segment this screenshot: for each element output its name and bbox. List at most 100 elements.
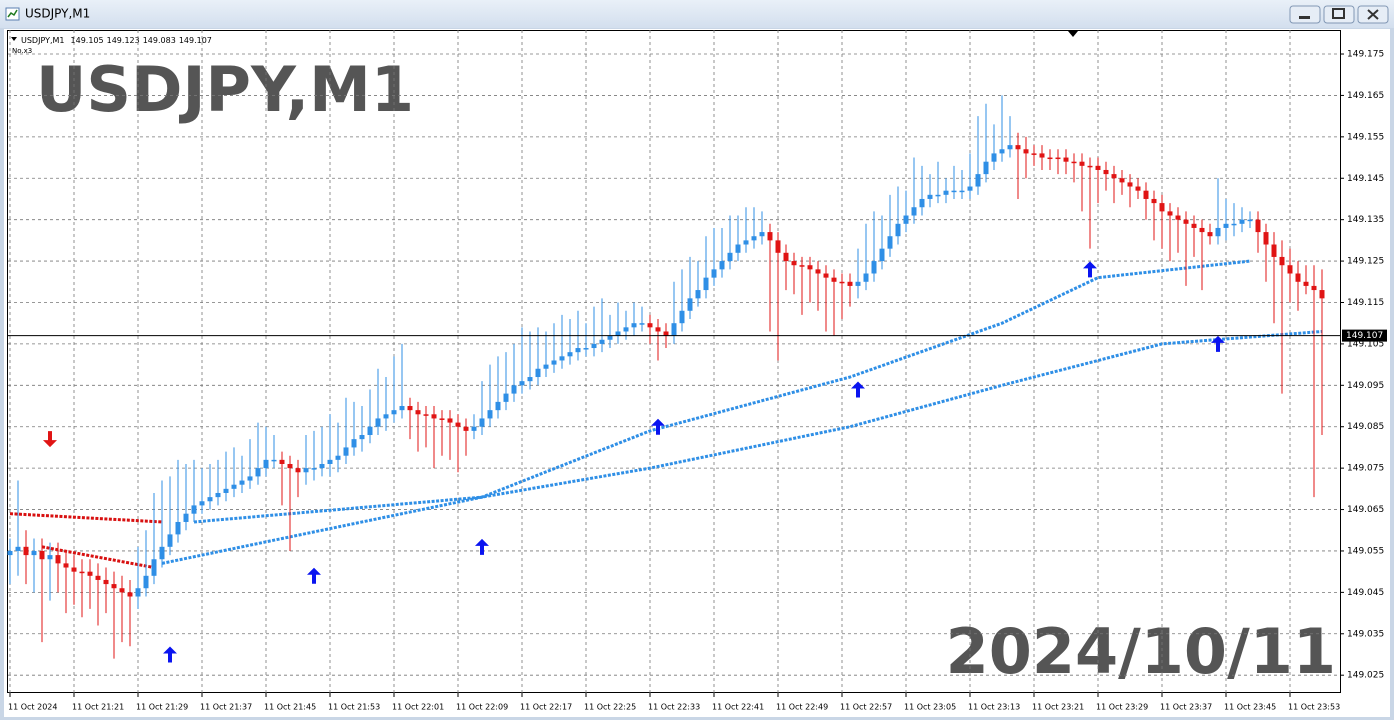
candle-body	[127, 592, 133, 597]
x-tick-label: 11 Oct 22:33	[648, 703, 700, 712]
y-tick-label: 149.145	[1347, 174, 1384, 184]
y-tick-label: 149.075	[1347, 464, 1384, 474]
candle-body	[431, 414, 437, 419]
candle-body	[655, 327, 661, 332]
candle-body	[679, 310, 685, 324]
candle-body	[671, 323, 677, 336]
signal-arrow	[1211, 335, 1225, 352]
candle-body	[743, 240, 749, 245]
candle-body	[239, 480, 245, 485]
candle-body	[495, 401, 501, 411]
candle-body	[359, 435, 365, 440]
x-tick-label: 11 Oct 23:37	[1160, 703, 1212, 712]
candle-body	[375, 418, 381, 427]
candle-body	[31, 550, 37, 556]
y-tick-label: 149.045	[1347, 588, 1384, 598]
candle-body	[439, 418, 445, 420]
candle-body	[831, 277, 837, 282]
x-tick-label: 11 Oct 21:45	[264, 703, 316, 712]
window-title: USDJPY,M1	[25, 7, 90, 21]
y-tick-label: 149.085	[1347, 422, 1384, 432]
candle-body	[871, 261, 877, 274]
candle-body	[1079, 161, 1085, 166]
candle-body	[367, 426, 373, 436]
symbol-label: USDJPY,M1	[21, 36, 65, 45]
candle-body	[583, 348, 589, 350]
x-tick-label: 11 Oct 21:21	[72, 703, 124, 712]
candle-body	[223, 488, 229, 493]
candle-body	[343, 447, 349, 456]
candle-body	[775, 240, 781, 253]
candle-body	[575, 348, 581, 353]
indicator-label: No.x3	[12, 47, 32, 55]
candle-body	[1183, 219, 1189, 224]
chart-header: USDJPY,M1 149.105 149.123 149.083 149.107	[21, 36, 212, 45]
candle-body	[1311, 285, 1317, 291]
candle-body	[7, 550, 13, 556]
candle-body	[1151, 198, 1157, 204]
candle-body	[1047, 157, 1053, 160]
y-tick-label: 149.125	[1347, 257, 1384, 267]
signal-arrow	[43, 431, 57, 448]
candle-body	[1207, 232, 1213, 237]
candle-body	[23, 546, 29, 556]
x-tick-label: 11 Oct 21:29	[136, 703, 188, 712]
candle-body	[263, 459, 269, 469]
signal-arrow	[163, 646, 177, 663]
candle-body	[55, 555, 61, 564]
candle-body	[959, 190, 965, 193]
x-tick-label: 11 Oct 22:09	[456, 703, 508, 712]
y-tick-label: 149.155	[1347, 132, 1384, 142]
candle-body	[207, 497, 213, 502]
y-tick-label: 149.055	[1347, 546, 1384, 556]
candle-body	[455, 422, 461, 427]
candle-body	[327, 459, 333, 464]
candle-body	[1319, 290, 1325, 299]
candle-body	[143, 575, 149, 589]
signal-arrow	[1083, 261, 1097, 278]
window-icon	[5, 7, 20, 21]
candle-body	[1071, 161, 1077, 164]
candle-body	[351, 439, 357, 448]
candle-body	[863, 273, 869, 282]
x-tick-label: 11 Oct 22:41	[712, 703, 764, 712]
candle-body	[1039, 153, 1045, 158]
close-button[interactable]	[1357, 5, 1389, 24]
candle-body	[463, 426, 469, 431]
candle-body	[519, 381, 525, 386]
candle-body	[471, 426, 477, 431]
candle-body	[503, 393, 509, 402]
maximize-button[interactable]	[1323, 5, 1355, 24]
candle-body	[927, 194, 933, 199]
candle-body	[95, 575, 101, 580]
header-value: 149.105	[71, 36, 104, 45]
candle-body	[119, 588, 125, 593]
candle-body	[175, 521, 181, 535]
y-tick-label: 149.095	[1347, 381, 1384, 391]
candle-body	[151, 559, 157, 576]
candle-body	[1263, 232, 1269, 245]
candle-body	[631, 323, 637, 328]
axes: 149.025 149.035 149.045 149.055 149.065 149.0…	[8, 50, 1387, 712]
candle-body	[1127, 182, 1133, 187]
candle-body	[183, 513, 189, 522]
y-tick-label: 149.135	[1347, 215, 1384, 225]
candle-body	[1231, 223, 1237, 226]
candle-body	[335, 455, 341, 460]
date-watermark: 2024/10/11	[946, 615, 1336, 688]
candle-body	[783, 252, 789, 262]
x-tick-label: 11 Oct 23:21	[1032, 703, 1084, 712]
minimize-button[interactable]	[1289, 5, 1321, 24]
candle-body	[71, 567, 77, 572]
candle-body	[847, 281, 853, 286]
candle-body	[567, 352, 573, 357]
grid	[8, 30, 1340, 693]
candle-body	[167, 534, 173, 547]
candle-body	[63, 563, 69, 568]
candle-body	[319, 463, 325, 469]
candle-body	[919, 198, 925, 208]
candle-body	[47, 555, 53, 560]
candle-body	[1295, 273, 1301, 282]
candle-body	[999, 149, 1005, 154]
candle-body	[1095, 165, 1101, 170]
